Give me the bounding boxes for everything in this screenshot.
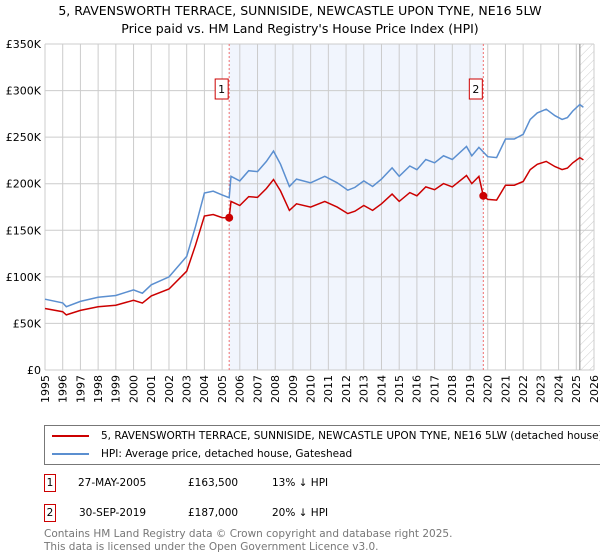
sale-delta: 13% ↓ HPI	[272, 477, 329, 489]
legend-item-property: 5, RAVENSWORTH TERRACE, SUNNISIDE, NEWCA…	[45, 427, 600, 445]
x-tick-label: 2025	[570, 375, 583, 403]
footer-licence: This data is licensed under the Open Gov…	[44, 541, 379, 553]
x-tick-label: 2016	[411, 375, 424, 403]
footer-copyright: Contains HM Land Registry data © Crown c…	[44, 528, 453, 540]
sale-number-badge: 1	[44, 474, 56, 492]
x-tick-label: 1998	[92, 375, 105, 403]
y-tick-label: £300K	[6, 85, 42, 98]
x-tick-label: 1995	[39, 375, 52, 403]
legend: 5, RAVENSWORTH TERRACE, SUNNISIDE, NEWCA…	[44, 425, 600, 465]
property-price-line	[44, 156, 584, 316]
sale-price: £163,500	[188, 477, 239, 489]
x-tick-label: 2011	[322, 375, 335, 403]
x-tick-label: 2008	[269, 375, 282, 403]
legend-label: 5, RAVENSWORTH TERRACE, SUNNISIDE, NEWCA…	[101, 430, 600, 442]
chart-title: 5, RAVENSWORTH TERRACE, SUNNISIDE, NEWCA…	[58, 3, 542, 18]
legend-swatch-blue	[52, 453, 89, 455]
sale-price: £187,000	[188, 507, 239, 519]
chart-subtitle: Price paid vs. HM Land Registry's House …	[121, 21, 479, 36]
x-tick-label: 2006	[234, 375, 247, 403]
sale-row: 2 30-SEP-2019 £187,000 20% ↓ HPI	[44, 503, 328, 523]
x-tick-label: 2014	[375, 375, 388, 403]
footer: Contains HM Land Registry data © Crown c…	[44, 528, 452, 554]
x-tick-label: 2015	[393, 375, 406, 403]
x-tick-label: 1999	[110, 375, 123, 403]
x-tick-label: 2021	[499, 375, 512, 403]
price-chart: 1995 1996 1997 1998 1999 2000 2001 2002 2003 2004…	[6, 38, 600, 403]
x-tick-label: 2024	[552, 375, 565, 403]
sale-delta: 20% ↓ HPI	[272, 507, 329, 519]
sale-date: 30-SEP-2019	[79, 507, 147, 519]
sale-row: 1 27-MAY-2005 £163,500 13% ↓ HPI	[44, 473, 328, 493]
legend-label: HPI: Average price, detached house, Gate…	[101, 448, 353, 460]
sale-date: 27-MAY-2005	[78, 477, 147, 489]
x-tick-label: 2019	[464, 375, 477, 403]
x-tick-label: 2022	[517, 375, 530, 403]
x-tick-label: 2010	[304, 375, 317, 403]
x-tick-label: 2002	[163, 375, 176, 403]
sale-annotation-box	[468, 78, 483, 100]
x-tick-label: 2009	[287, 375, 300, 403]
x-tick-label: 2005	[216, 375, 229, 403]
x-tick-label: 2018	[446, 375, 459, 403]
x-tick-label: 2004	[198, 375, 211, 403]
sale-annotation-label: 2	[472, 83, 479, 96]
y-tick-label: £350K	[6, 38, 42, 51]
y-tick-label: £150K	[6, 224, 42, 237]
legend-item-hpi: HPI: Average price, detached house, Gate…	[45, 445, 352, 463]
hpi-line	[44, 103, 584, 308]
x-tick-label: 2020	[482, 375, 495, 403]
x-tick-label: 2013	[358, 375, 371, 403]
sale-point	[479, 191, 488, 200]
y-tick-label: £200K	[6, 178, 42, 191]
sale-annotation-box	[214, 78, 229, 100]
sale-number-badge: 2	[44, 504, 56, 522]
ownership-period-shade	[229, 44, 484, 370]
y-tick-label: £250K	[6, 131, 42, 144]
legend-swatch-red	[52, 435, 89, 437]
x-tick-label: 1996	[57, 375, 70, 403]
x-tick-label: 2007	[251, 375, 264, 403]
future-hatch	[579, 44, 594, 370]
sale-point	[225, 213, 234, 222]
sale-annotation-label: 1	[218, 83, 225, 96]
x-tick-label: 2017	[428, 375, 441, 403]
y-tick-label: £50K	[13, 317, 42, 330]
y-tick-label: £0	[27, 364, 41, 377]
x-tick-label: 2003	[181, 375, 194, 403]
x-tick-label: 2023	[535, 375, 548, 403]
x-tick-label: 2001	[145, 375, 158, 403]
x-tick-label: 2026	[588, 375, 600, 403]
x-tick-label: 2000	[127, 375, 140, 403]
y-tick-label: £100K	[6, 271, 42, 284]
x-tick-label: 1997	[74, 375, 87, 403]
x-tick-label: 2012	[340, 375, 353, 403]
